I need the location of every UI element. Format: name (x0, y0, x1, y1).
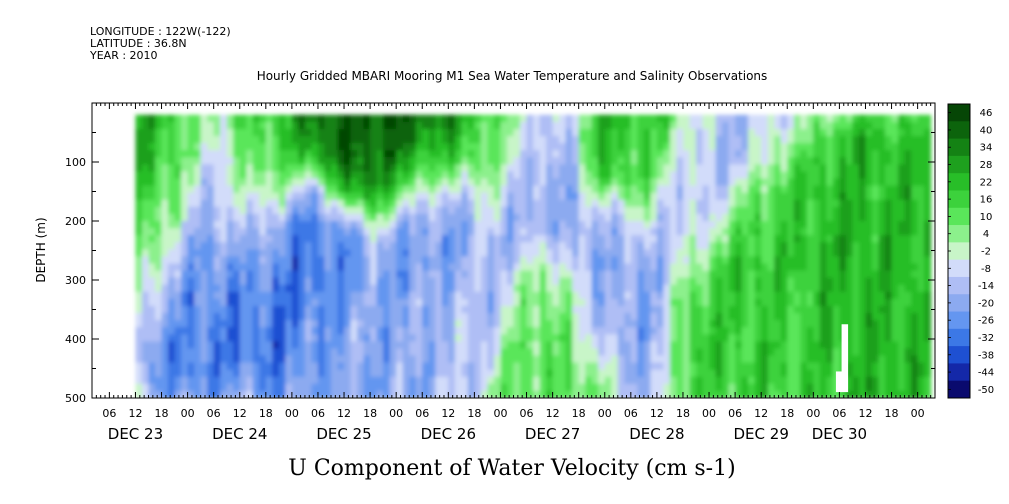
colorbar-swatch (948, 190, 970, 209)
x-tick-label: 00 (702, 407, 716, 420)
y-tick-label: 100 (65, 156, 86, 169)
x-tick-label: 18 (363, 407, 377, 420)
x-day-label: DEC 28 (629, 425, 684, 443)
colorbar-swatch (948, 276, 970, 295)
x-tick-label: 18 (676, 407, 690, 420)
colorbar-label: 4 (983, 229, 989, 240)
colorbar-swatch (948, 138, 970, 157)
colorbar-swatch (948, 104, 970, 122)
colorbar-label: -38 (978, 350, 994, 361)
colorbar-swatch (948, 259, 970, 278)
colorbar-label: 46 (980, 108, 993, 119)
colorbar-swatch (948, 155, 970, 174)
x-tick-label: 06 (311, 407, 325, 420)
x-day-label: DEC 25 (316, 425, 371, 443)
x-tick-label: 06 (520, 407, 534, 420)
x-tick-label: 18 (572, 407, 586, 420)
x-tick-label: 00 (806, 407, 820, 420)
latitude-label: LATITUDE : 36.8N (90, 37, 187, 50)
y-tick-label: 400 (65, 333, 86, 346)
velocity-heatmap (135, 114, 932, 398)
y-axis-label: DEPTH (m) (34, 217, 48, 282)
colorbar-swatch (948, 346, 970, 364)
x-axis: 06 12 18 00 06 12 18 00 06 12 18 00 06 12 18 00 06 12 18 00… (95, 103, 936, 443)
x-tick-label: 00 (598, 407, 612, 420)
x-day-label: DEC 23 (108, 425, 163, 443)
colorbar-label: 22 (980, 177, 993, 188)
x-tick-label: 00 (285, 407, 299, 420)
y-tick-label: 500 (65, 392, 86, 405)
colorbar-swatch (948, 207, 970, 226)
chart-title: Hourly Gridded MBARI Mooring M1 Sea Wate… (257, 69, 768, 83)
x-day-label: DEC 29 (734, 425, 789, 443)
colorbar-swatch (948, 121, 970, 139)
colorbar-label: 16 (980, 195, 993, 206)
x-tick-label: 12 (754, 407, 768, 420)
x-tick-label: 18 (885, 407, 899, 420)
y-tick-label: 300 (65, 274, 86, 287)
x-tick-label: 18 (259, 407, 273, 420)
colorbar-label: -44 (978, 368, 994, 379)
x-tick-label: 06 (728, 407, 742, 420)
x-tick-label: 00 (911, 407, 925, 420)
year-label: YEAR : 2010 (89, 49, 158, 62)
colorbar-swatch (948, 242, 970, 261)
x-tick-label: 18 (467, 407, 481, 420)
colorbar-swatch (948, 328, 970, 347)
x-tick-label: 12 (858, 407, 872, 420)
colorbar-swatch (948, 380, 970, 399)
x-day-label: DEC 27 (525, 425, 580, 443)
colorbar-label: 34 (980, 143, 993, 154)
x-tick-label: 18 (780, 407, 794, 420)
x-tick-label: 06 (624, 407, 638, 420)
colorbar-label: -32 (978, 333, 994, 344)
x-tick-label: 18 (155, 407, 169, 420)
x-day-label: DEC 26 (421, 425, 476, 443)
x-tick-label: 00 (389, 407, 403, 420)
colorbar-swatch (948, 311, 970, 330)
colorbar-label: -20 (978, 298, 994, 309)
x-tick-label: 12 (546, 407, 560, 420)
colorbar-label: -2 (981, 247, 991, 258)
longitude-label: LONGITUDE : 122W(-122) (90, 25, 231, 38)
x-tick-label: 00 (181, 407, 195, 420)
x-day-label: DEC 24 (212, 425, 267, 443)
y-axis: 100 200 300 400 500 (65, 102, 935, 405)
y-tick-label: 200 (65, 215, 86, 228)
colorbar-label: -14 (978, 281, 994, 292)
x-tick-label: 06 (832, 407, 846, 420)
colorbar-label: 10 (980, 212, 993, 223)
x-tick-label: 12 (441, 407, 455, 420)
x-tick-label: 12 (650, 407, 664, 420)
colorbar-swatch (948, 294, 970, 312)
colorbar-swatch (948, 225, 970, 243)
x-day-label: DEC 30 (812, 425, 867, 443)
x-tick-label: 12 (233, 407, 247, 420)
x-tick-label: 12 (337, 407, 351, 420)
x-tick-label: 12 (128, 407, 142, 420)
x-tick-label: 06 (102, 407, 116, 420)
x-tick-label: 06 (207, 407, 221, 420)
colorbar-swatch (948, 173, 970, 191)
x-tick-label: 00 (493, 407, 507, 420)
colorbar-label: -50 (978, 385, 994, 396)
x-tick-label: 06 (415, 407, 429, 420)
bottom-label: U Component of Water Velocity (cm s-1) (288, 456, 735, 481)
colorbar-label: 28 (980, 160, 993, 171)
colorbar-label: 40 (980, 125, 993, 136)
colorbar-label: -26 (978, 316, 994, 327)
colorbar: 46 40 34 28 22 16 10 4 -2 -8 -14 -20 -26 -32 -38 -44 -50 (947, 103, 994, 399)
colorbar-label: -8 (981, 264, 991, 275)
colorbar-swatch (948, 363, 970, 382)
